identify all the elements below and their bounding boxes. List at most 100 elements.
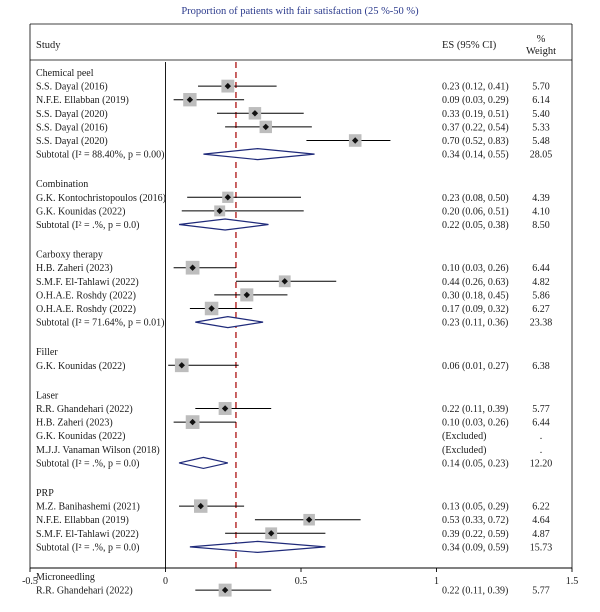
es-ci-text: 0.10 (0.03, 0.26) (442, 263, 509, 274)
es-ci-text: 0.17 (0.09, 0.32) (442, 304, 509, 315)
es-ci-text: 0.20 (0.06, 0.51) (442, 206, 509, 217)
group-label: Laser (36, 390, 59, 401)
weight-text: 12.20 (530, 458, 553, 469)
es-ci-text: 0.22 (0.11, 0.39) (442, 586, 508, 597)
group-label: Microneedling (36, 572, 95, 583)
subtotal-label: Subtotal (I² = .%, p = 0.0) (36, 542, 139, 553)
weight-text: 4.10 (532, 206, 550, 217)
es-ci-text: 0.39 (0.22, 0.59) (442, 529, 509, 540)
weight-text: 6.14 (532, 95, 550, 106)
study-label: N.F.E. Ellabban (2019) (36, 95, 129, 106)
study-label: H.B. Zaheri (2023) (36, 263, 113, 274)
x-tick-label: 1 (434, 576, 439, 587)
es-ci-text: 0.10 (0.03, 0.26) (442, 418, 509, 429)
es-ci-text: 0.23 (0.11, 0.36) (442, 318, 508, 329)
es-ci-text: 0.09 (0.03, 0.29) (442, 95, 509, 106)
header-es: ES (95% CI) (442, 40, 497, 51)
es-ci-text: 0.23 (0.12, 0.41) (442, 82, 509, 93)
study-label: S.M.F. El-Tahlawi (2022) (36, 529, 139, 540)
weight-text: 6.22 (532, 502, 550, 513)
subtotal-label: Subtotal (I² = 71.64%, p = 0.01) (36, 318, 164, 329)
es-ci-text: 0.22 (0.05, 0.38) (442, 220, 509, 231)
study-label: S.M.F. El-Tahlawi (2022) (36, 277, 139, 288)
es-ci-text: 0.44 (0.26, 0.63) (442, 277, 509, 288)
weight-text: 15.73 (530, 542, 553, 553)
es-ci-text: 0.14 (0.05, 0.23) (442, 458, 509, 469)
study-label: R.R. Ghandehari (2022) (36, 404, 133, 415)
study-label: M.Z. Banihashemi (2021) (36, 502, 140, 513)
study-label: S.S. Dayal (2016) (36, 122, 108, 133)
point-estimate-marker (216, 207, 223, 215)
point-estimate-marker (224, 82, 232, 90)
point-estimate-marker (221, 405, 229, 412)
point-estimate-marker (251, 110, 259, 117)
weight-text: 4.82 (532, 277, 550, 288)
subtotal-diamond (189, 540, 326, 554)
point-estimate-marker (224, 194, 232, 201)
header-weight-pct: % (537, 34, 546, 45)
weight-text: 5.70 (532, 82, 550, 93)
x-tick-label: 1.5 (566, 576, 579, 587)
point-estimate-marker (221, 586, 229, 594)
study-label: S.S. Dayal (2020) (36, 136, 108, 147)
header-study: Study (36, 40, 61, 51)
study-label: R.R. Ghandehari (2022) (36, 586, 133, 597)
study-label: H.B. Zaheri (2023) (36, 418, 113, 429)
x-tick-label: -0.5 (22, 576, 38, 587)
header-weight: Weight (526, 46, 556, 57)
group-label: Chemical peel (36, 68, 94, 79)
weight-text: 5.77 (532, 586, 550, 597)
es-ci-text: 0.23 (0.08, 0.50) (442, 193, 509, 204)
subtotal-label: Subtotal (I² = .%, p = 0.0) (36, 458, 139, 469)
point-estimate-marker (197, 502, 204, 510)
weight-text: 5.77 (532, 404, 550, 415)
point-estimate-marker (208, 305, 215, 312)
point-estimate-marker (267, 530, 275, 537)
subtotal-diamond (195, 315, 264, 329)
point-estimate-marker (189, 264, 196, 271)
weight-text: 6.27 (532, 304, 550, 315)
es-ci-text: 0.53 (0.33, 0.72) (442, 515, 509, 526)
subtotal-label: Subtotal (I² = 88.40%, p = 0.00) (36, 150, 164, 161)
weight-text: 5.48 (532, 136, 550, 147)
study-label: S.S. Dayal (2020) (36, 109, 108, 120)
study-label: N.F.E. Ellabban (2019) (36, 515, 129, 526)
es-ci-text: 0.37 (0.22, 0.54) (442, 122, 509, 133)
weight-text: 4.39 (532, 193, 550, 204)
es-ci-text: 0.33 (0.19, 0.51) (442, 109, 509, 120)
group-label: PRP (36, 488, 54, 499)
point-estimate-marker (178, 362, 185, 369)
study-label: M.J.J. Vanaman Wilson (2018) (36, 445, 160, 456)
subtotal-diamond (203, 147, 315, 161)
weight-text: 8.50 (532, 220, 550, 231)
weight-text: 5.40 (532, 109, 550, 120)
weight-text: 6.44 (532, 263, 550, 274)
chart-title: Proportion of patients with fair satisfa… (181, 6, 419, 17)
es-ci-text: 0.22 (0.11, 0.39) (442, 404, 508, 415)
group-label: Filler (36, 347, 58, 358)
es-ci-text: 0.13 (0.05, 0.29) (442, 502, 509, 513)
weight-text: 6.44 (532, 418, 550, 429)
study-label: G.K. Kounidas (2022) (36, 361, 125, 372)
weight-text: 5.86 (532, 290, 550, 301)
study-label: G.K. Kounidas (2022) (36, 206, 125, 217)
subtotal-diamond (178, 456, 228, 470)
weight-text: 6.38 (532, 361, 550, 372)
study-label: O.H.A.E. Roshdy (2022) (36, 304, 136, 315)
study-label: O.H.A.E. Roshdy (2022) (36, 290, 136, 301)
es-ci-text: 0.06 (0.01, 0.27) (442, 361, 509, 372)
study-label: G.K. Kontochristopoulos (2016) (36, 193, 166, 204)
weight-text: 28.05 (530, 150, 553, 161)
es-ci-text: 0.30 (0.18, 0.45) (442, 290, 509, 301)
es-ci-text: (Excluded) (442, 445, 486, 456)
point-estimate-marker (186, 96, 194, 103)
point-estimate-marker (189, 418, 196, 426)
x-tick-label: 0.5 (295, 576, 308, 587)
x-tick-label: 0 (163, 576, 168, 587)
weight-text: 5.33 (532, 122, 550, 133)
group-label: Carboxy therapy (36, 250, 103, 261)
subtotal-diamond (178, 218, 269, 231)
es-ci-text: (Excluded) (442, 431, 486, 442)
es-ci-text: 0.34 (0.09, 0.59) (442, 542, 509, 553)
